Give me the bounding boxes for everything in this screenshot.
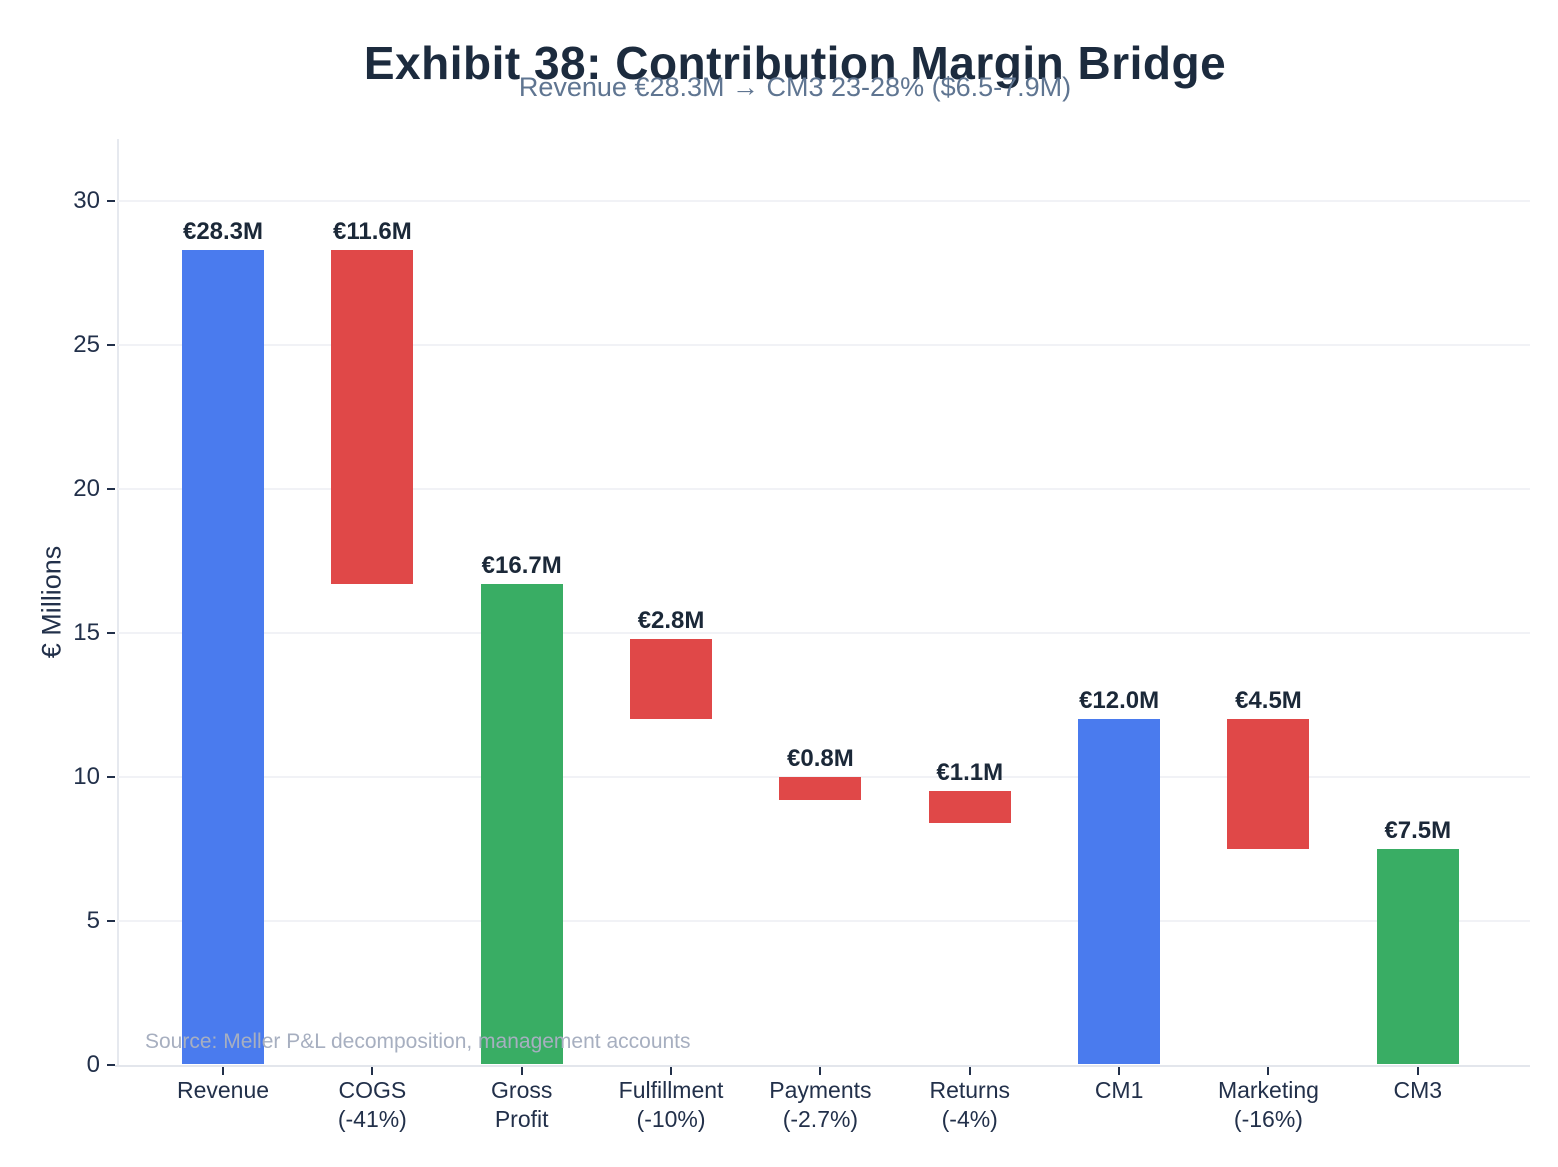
y-tick-mark: [107, 487, 115, 490]
bar-value-label: €7.5M: [1384, 816, 1452, 844]
x-tick-mark: [1416, 1067, 1419, 1075]
chart-title: Exhibit 38: Contribution Margin Bridge: [363, 37, 1227, 89]
bar-value-label: €11.6M: [332, 218, 412, 246]
gridline-y-20: [118, 487, 1530, 490]
y-tick-label: 0: [86, 1050, 100, 1078]
x-tick-label-returns: Returns (-4%): [929, 1077, 1011, 1132]
x-tick-mark: [222, 1067, 224, 1075]
x-tick-label-revenue: Revenue: [176, 1077, 270, 1103]
source-note: Source: Meller P&L decomposition, manage…: [145, 1030, 691, 1053]
bar-value-label: €12.0M: [1079, 687, 1160, 715]
y-axis-line: [117, 139, 119, 1067]
x-tick-mark: [1118, 1067, 1121, 1075]
bar-revenue[interactable]: [182, 250, 264, 1065]
x-tick-label-cm1: CM1: [1094, 1077, 1144, 1103]
bar-cm1[interactable]: [1078, 719, 1161, 1065]
gridline-y-5: [118, 919, 1530, 922]
x-tick-mark: [670, 1067, 673, 1075]
bar-payments[interactable]: [779, 776, 862, 800]
x-tick-mark: [968, 1067, 971, 1075]
y-tick-label: 15: [73, 618, 100, 646]
x-tick-label-cm3: CM3: [1393, 1077, 1443, 1103]
bar-value-label: €2.8M: [637, 606, 705, 634]
x-tick-label-marketing: Marketing (-16%): [1217, 1077, 1319, 1132]
x-tick-mark: [819, 1067, 822, 1075]
y-tick-mark: [107, 200, 115, 203]
bar-value-label: €0.8M: [787, 744, 854, 772]
bar-value-label: €4.5M: [1235, 687, 1302, 715]
y-tick-mark: [107, 1063, 115, 1066]
gridline-y-25: [118, 344, 1530, 346]
x-axis-line: [115, 1065, 1530, 1067]
bar-cm3[interactable]: [1376, 848, 1459, 1065]
x-tick-label-fulfillment: Fulfillment (-10%): [618, 1077, 724, 1132]
y-tick-label: 30: [73, 187, 100, 215]
y-tick-label: 25: [73, 331, 100, 358]
bar-returns[interactable]: [928, 791, 1011, 823]
bar-cogs[interactable]: [331, 250, 414, 584]
bar-fulfillment[interactable]: [630, 638, 713, 720]
x-tick-mark: [1267, 1067, 1270, 1075]
x-tick-label-payments: Payments (-2.7%): [769, 1077, 872, 1132]
gridline-y-15: [118, 631, 1530, 634]
x-tick-mark: [520, 1067, 523, 1075]
y-tick-label: 10: [73, 762, 100, 790]
bar-value-label: €16.7M: [481, 551, 562, 579]
x-tick-label-cogs: COGS (-41%): [337, 1077, 407, 1132]
y-tick-mark: [107, 631, 115, 634]
y-tick-mark: [107, 344, 115, 346]
bar-value-label: €28.3M: [182, 218, 264, 246]
y-tick-label: 5: [86, 906, 100, 934]
x-tick-mark: [371, 1067, 374, 1075]
y-tick-label: 20: [73, 474, 100, 502]
chart-subtitle: Revenue €28.3M → CM3 23-28% ($6.5-7.9M): [518, 72, 1072, 102]
bar-marketing[interactable]: [1227, 719, 1310, 849]
gridline-y-30: [118, 200, 1530, 203]
y-tick-mark: [107, 775, 115, 778]
y-tick-mark: [107, 919, 115, 922]
x-tick-label-gross-profit: Gross Profit: [491, 1077, 553, 1132]
bar-value-label: €1.1M: [936, 759, 1004, 787]
bar-gross-profit[interactable]: [480, 583, 563, 1065]
